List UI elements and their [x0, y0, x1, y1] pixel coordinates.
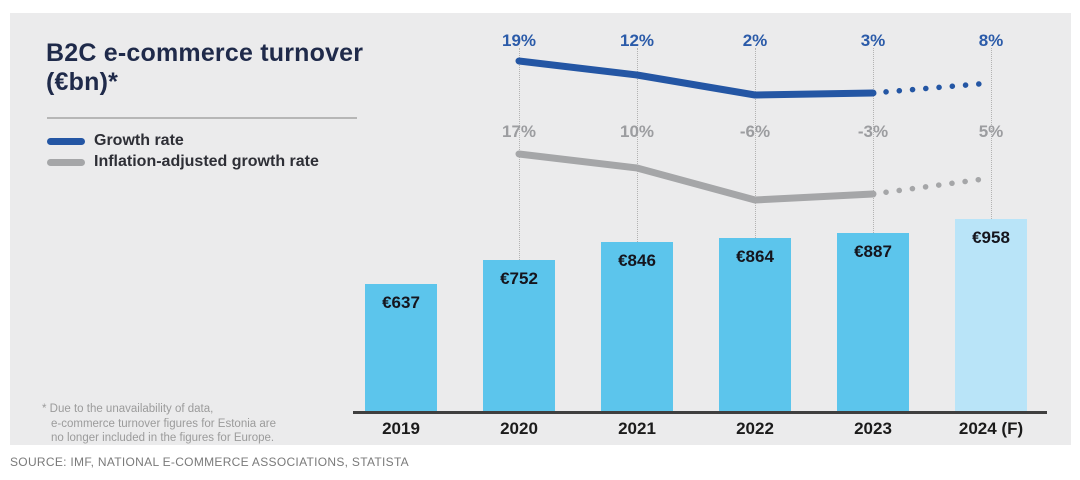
- year-label: 2019: [382, 419, 420, 438]
- growth-rate-line-swatch: [47, 137, 85, 145]
- inflation-adjusted-value-label: 10%: [619, 122, 655, 141]
- legend: Growth rate Inflation-adjusted growth ra…: [47, 132, 319, 171]
- bar-value-label: €887: [854, 242, 892, 261]
- bar-value-label: €958: [972, 228, 1010, 247]
- gridline-2020: [519, 48, 520, 260]
- year-label: 2022: [736, 419, 774, 438]
- bar-2023: [837, 233, 909, 412]
- legend-label-growth-rate: Growth rate: [94, 132, 184, 149]
- inflation-adjusted-value-label: -3%: [857, 122, 889, 141]
- bar-2020: [483, 260, 555, 412]
- growth-rate-value-label: 19%: [501, 31, 537, 50]
- bar-value-label: €752: [500, 269, 538, 288]
- inflation-adjusted-line-swatch: [47, 158, 85, 166]
- x-axis-line: [353, 411, 1047, 414]
- inflation-adjusted-value-label: -6%: [739, 122, 771, 141]
- bar-2019: [365, 284, 437, 412]
- bar-value-label: €864: [736, 247, 774, 266]
- gridline-2021: [637, 48, 638, 242]
- year-label: 2020: [500, 419, 538, 438]
- growth-rate-value-label: 12%: [619, 31, 655, 50]
- year-label: 2024 (F): [958, 419, 1024, 438]
- legend-label-inflation-adjusted: Inflation-adjusted growth rate: [94, 153, 319, 170]
- inflation-adjusted-value-label: 17%: [501, 122, 537, 141]
- growth-rate-value-label: 2%: [742, 31, 768, 50]
- growth-rate-value-label: 8%: [978, 31, 1004, 50]
- bar-2022: [719, 238, 791, 412]
- gridline-2024 (F): [991, 48, 992, 219]
- gridline-2023: [873, 48, 874, 233]
- legend-item-inflation-adjusted: Inflation-adjusted growth rate: [47, 153, 319, 171]
- source-line: SOURCE: IMF, NATIONAL E-COMMERCE ASSOCIA…: [10, 455, 409, 469]
- bar-value-label: €846: [618, 251, 656, 270]
- inflation-adjusted-value-label: 5%: [978, 122, 1004, 141]
- bar-value-label: €637: [382, 293, 420, 312]
- growth-rate-value-label: 3%: [860, 31, 886, 50]
- year-label: 2021: [618, 419, 656, 438]
- footnote: * Due to the unavailability of data, e-c…: [42, 403, 276, 444]
- gridline-2022: [755, 48, 756, 238]
- bar-2021: [601, 242, 673, 412]
- bar-2024 (F): [955, 219, 1027, 412]
- title-divider: [47, 117, 357, 119]
- year-label: 2023: [854, 419, 892, 438]
- legend-item-growth-rate: Growth rate: [47, 132, 319, 150]
- chart-title: B2C e-commerce turnover (€bn)*: [46, 39, 364, 96]
